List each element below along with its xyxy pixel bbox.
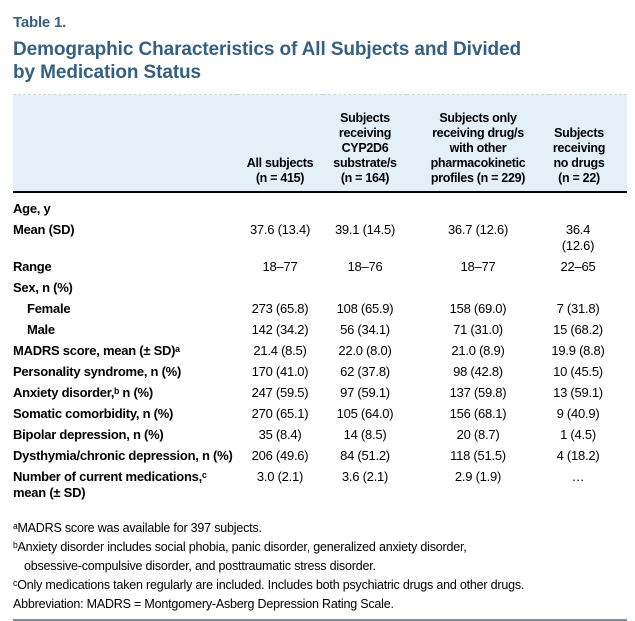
- cell-value: 22–65: [560, 259, 596, 274]
- row-label: Somatic comorbidity, n (%): [13, 406, 174, 421]
- cell-value: 37.6 (13.4): [249, 222, 311, 237]
- table-row: Range 18–77 18–76 18–77 22–65: [13, 257, 627, 278]
- table-header-row: All subjects (n = 415) Subjects receivin…: [13, 94, 627, 193]
- demographics-table: All subjects (n = 415) Subjects receivin…: [13, 94, 627, 504]
- row-label: Mean (SD): [13, 222, 75, 237]
- table-row: Number of current medications,ᶜ mean (± …: [13, 467, 627, 504]
- table-row: Dysthymia/chronic depression, n (%) 206 …: [13, 446, 627, 467]
- cell-value: 7 (31.8): [556, 301, 600, 316]
- column-header-other-pharmacokinetic: Subjects only receiving drug/s with othe…: [407, 94, 549, 193]
- bottom-rule: [13, 618, 627, 621]
- cell-value: 2.9 (1.9): [454, 469, 502, 484]
- cell-value: [549, 278, 627, 299]
- row-label: Anxiety disorder,ᵇ n (%): [13, 385, 153, 400]
- footnote-b: ᵇAnxiety disorder includes social phobia…: [13, 539, 467, 573]
- cell-value: 98 (42.8): [453, 364, 503, 379]
- cell-value: 36.7 (12.6): [447, 222, 509, 237]
- cell-value: [549, 192, 627, 220]
- table-row: Male 142 (34.2) 56 (34.1) 71 (31.0) 15 (…: [13, 320, 627, 341]
- table-row: MADRS score, mean (± SD)ᵃ 21.4 (8.5) 22.…: [13, 341, 627, 362]
- table-label: Table 1.: [13, 14, 67, 31]
- header-corner-cell: [13, 94, 237, 193]
- abbreviation-note: Abbreviation: MADRS = Montgomery-Asberg …: [13, 596, 394, 611]
- cell-value: 71 (31.0): [453, 322, 503, 337]
- cell-value: 105 (64.0): [336, 406, 394, 421]
- row-label: Age, y: [13, 201, 51, 216]
- column-header-all-subjects: All subjects (n = 415): [237, 94, 323, 193]
- footnotes: ᵃMADRS score was available for 397 subje…: [13, 519, 627, 614]
- row-label: Dysthymia/chronic depression, n (%): [13, 448, 233, 463]
- cell-value: [237, 192, 323, 220]
- cell-value: 35 (8.4): [258, 427, 302, 442]
- cell-value: 9 (40.9): [556, 406, 600, 421]
- cell-value: 3.6 (2.1): [341, 469, 389, 484]
- cell-value: 97 (59.1): [340, 385, 390, 400]
- table-row: Anxiety disorder,ᵇ n (%) 247 (59.5) 97 (…: [13, 383, 627, 404]
- cell-value: 158 (69.0): [449, 301, 507, 316]
- table-row: Age, y: [13, 192, 627, 220]
- cell-value: [323, 192, 407, 220]
- cell-value: 19.9 (8.8): [551, 343, 605, 358]
- cell-value: 21.4 (8.5): [253, 343, 307, 358]
- row-label: Male: [27, 322, 55, 337]
- footnote-a: ᵃMADRS score was available for 397 subje…: [13, 520, 262, 535]
- cell-value: 137 (59.8): [449, 385, 507, 400]
- row-label: Range: [13, 259, 52, 274]
- table-row: Mean (SD) 37.6 (13.4) 39.1 (14.5) 36.7 (…: [13, 220, 627, 257]
- table-row: Sex, n (%): [13, 278, 627, 299]
- cell-value: …: [571, 469, 585, 484]
- cell-value: 10 (45.5): [553, 364, 603, 379]
- cell-value: 206 (49.6): [251, 448, 309, 463]
- cell-value: 56 (34.1): [340, 322, 390, 337]
- cell-value: 142 (34.2): [251, 322, 309, 337]
- cell-value: 13 (59.1): [553, 385, 603, 400]
- table-row: Bipolar depression, n (%) 35 (8.4) 14 (8…: [13, 425, 627, 446]
- cell-value: [407, 192, 549, 220]
- table-row: Somatic comorbidity, n (%) 270 (65.1) 10…: [13, 404, 627, 425]
- cell-value: 18–77: [262, 259, 298, 274]
- cell-value: 170 (41.0): [251, 364, 309, 379]
- cell-value: [237, 278, 323, 299]
- cell-value: 21.0 (8.9): [451, 343, 505, 358]
- row-label: Female: [27, 301, 71, 316]
- cell-value: 18–77: [460, 259, 496, 274]
- row-label: MADRS score, mean (± SD)ᵃ: [13, 343, 180, 358]
- cell-value: [323, 278, 407, 299]
- row-label: Number of current medications,ᶜ mean (± …: [13, 469, 207, 500]
- column-header-cyp2d6-substrates: Subjects receiving CYP2D6 substrate/s (n…: [323, 94, 407, 193]
- cell-value: 14 (8.5): [343, 427, 387, 442]
- cell-value: 4 (18.2): [556, 448, 600, 463]
- cell-value: 1 (4.5): [560, 427, 596, 442]
- cell-value: 22.0 (8.0): [338, 343, 392, 358]
- row-label: Bipolar depression, n (%): [13, 427, 164, 442]
- table-row: Female 273 (65.8) 108 (65.9) 158 (69.0) …: [13, 299, 627, 320]
- row-label: Personality syndrome, n (%): [13, 364, 182, 379]
- cell-value: 20 (8.7): [456, 427, 500, 442]
- cell-value: 118 (51.5): [450, 448, 506, 463]
- cell-value: 273 (65.8): [251, 301, 309, 316]
- cell-value: 156 (68.1): [449, 406, 507, 421]
- cell-value: 247 (59.5): [251, 385, 309, 400]
- cell-value: 3.0 (2.1): [256, 469, 304, 484]
- cell-value: 36.4 (12.6): [561, 222, 595, 253]
- page-title: Demographic Characteristics of All Subje…: [13, 39, 521, 83]
- column-header-no-drugs: Subjects receiving no drugs (n = 22): [549, 94, 627, 193]
- row-label: Sex, n (%): [13, 280, 73, 295]
- cell-value: 62 (37.8): [340, 364, 390, 379]
- cell-value: [407, 278, 549, 299]
- footnote-c: ᶜOnly medications taken regularly are in…: [13, 577, 525, 592]
- cell-value: 84 (51.2): [340, 448, 390, 463]
- cell-value: 108 (65.9): [336, 301, 394, 316]
- table-row: Personality syndrome, n (%) 170 (41.0) 6…: [13, 362, 627, 383]
- cell-value: 18–76: [347, 259, 383, 274]
- cell-value: 270 (65.1): [251, 406, 309, 421]
- cell-value: 39.1 (14.5): [334, 222, 396, 237]
- cell-value: 15 (68.2): [553, 322, 603, 337]
